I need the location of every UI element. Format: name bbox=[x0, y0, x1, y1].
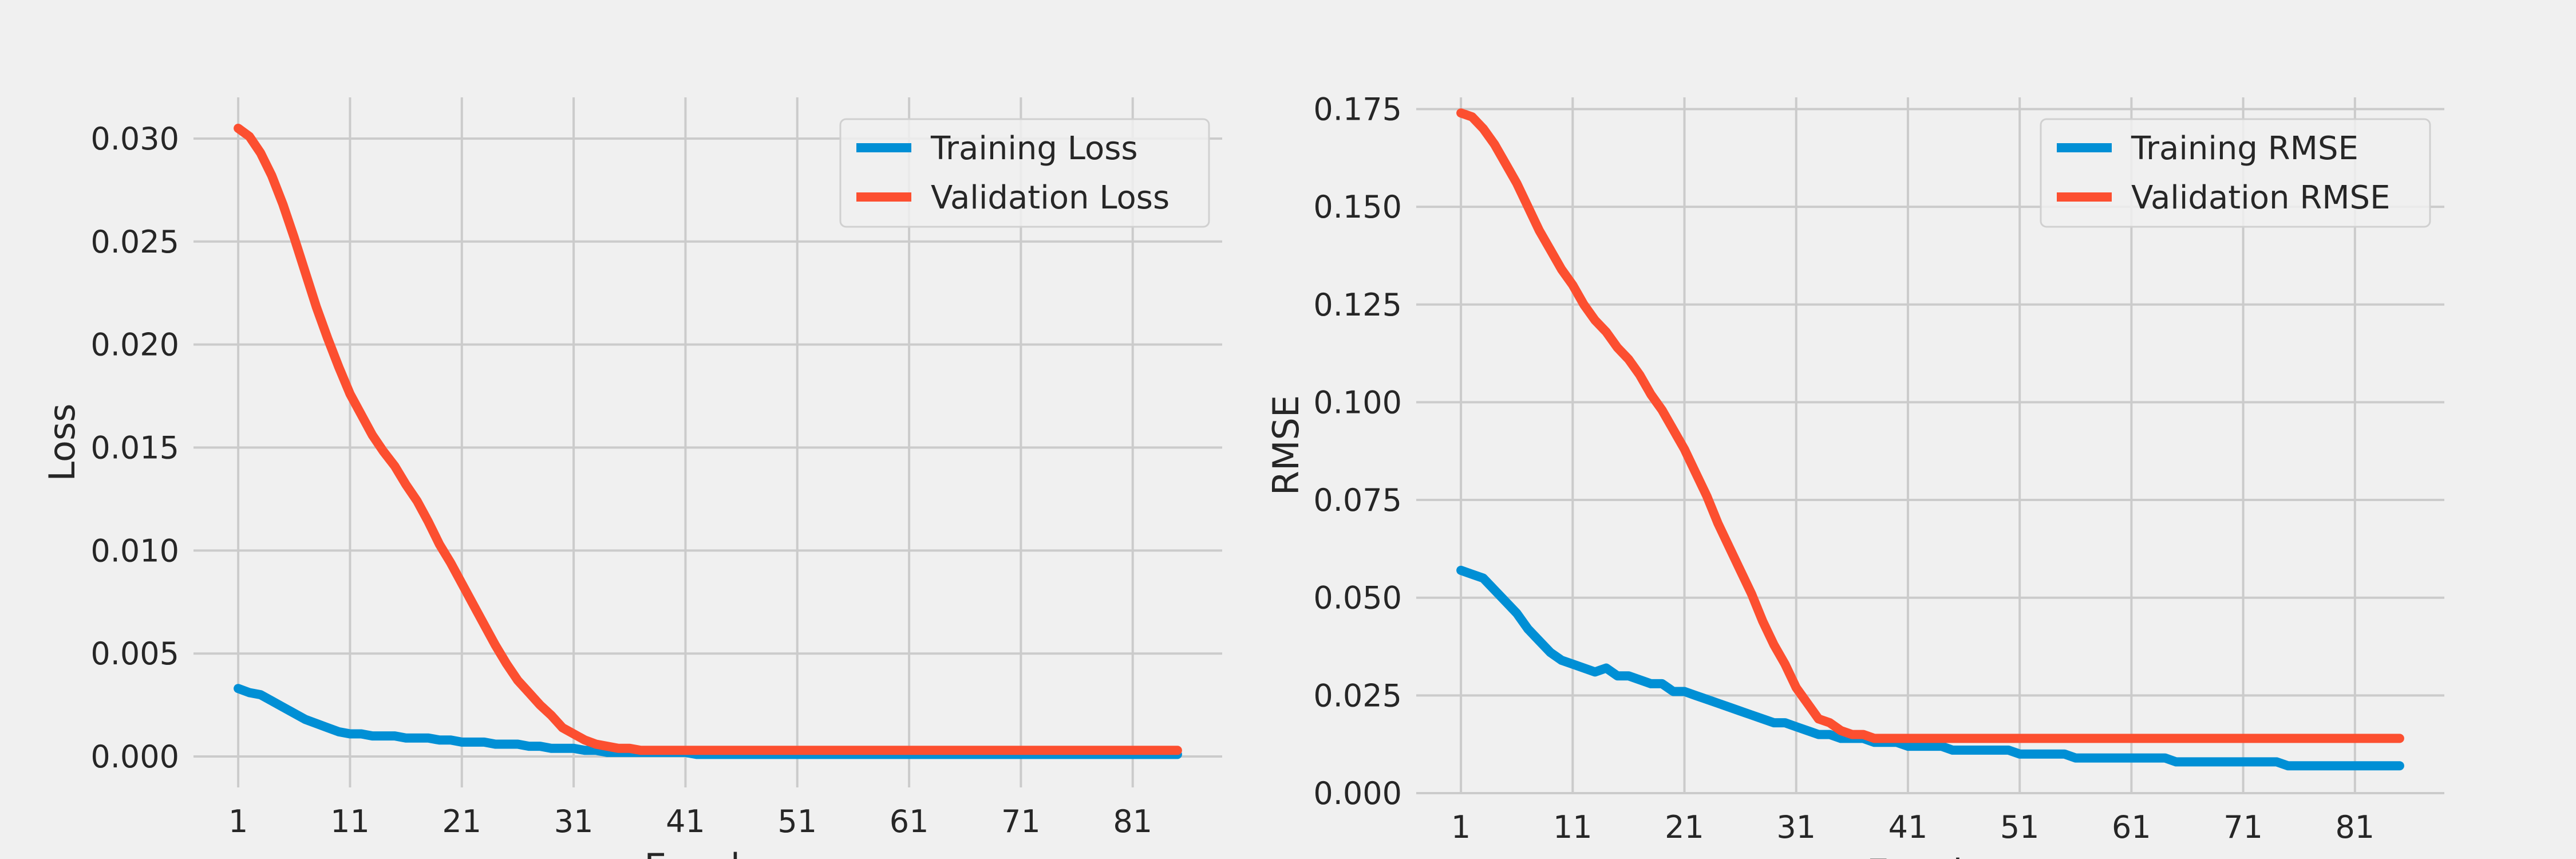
y-tick-label: 0.010 bbox=[90, 533, 179, 569]
y-tick-label: 0.125 bbox=[1313, 287, 1402, 323]
x-tick-label: 71 bbox=[2223, 809, 2263, 845]
legend: Training RMSE Validation RMSE bbox=[2040, 118, 2431, 228]
x-tick-label: 41 bbox=[1888, 809, 1928, 845]
y-tick-label: 0.175 bbox=[1313, 91, 1402, 127]
x-tick-label: 11 bbox=[1553, 809, 1593, 845]
y-tick-label: 0.075 bbox=[1313, 482, 1402, 518]
y-tick-label: 0.000 bbox=[1313, 775, 1402, 811]
x-tick-label: 61 bbox=[890, 803, 929, 840]
y-tick-label: 0.025 bbox=[90, 224, 179, 260]
x-tick-label: 21 bbox=[1665, 809, 1704, 845]
y-tick-label: 0.150 bbox=[1313, 189, 1402, 225]
y-tick-label: 0.015 bbox=[90, 430, 179, 466]
y-tick-label: 0.005 bbox=[90, 636, 179, 672]
legend-label: Training Loss bbox=[930, 130, 1138, 167]
x-tick-label: 61 bbox=[2112, 809, 2151, 845]
x-tick-label: 11 bbox=[330, 803, 370, 840]
y-tick-label: 0.030 bbox=[90, 121, 179, 157]
legend-frame bbox=[2040, 118, 2431, 228]
x-tick-label: 51 bbox=[2000, 809, 2040, 845]
legend-frame bbox=[839, 118, 1210, 228]
y-tick-label: 0.025 bbox=[1313, 677, 1402, 714]
y-tick-label: 0.020 bbox=[90, 327, 179, 363]
series-line-validation-rmse bbox=[1456, 108, 2404, 743]
loss-chart: 1 11 21 31 41 51 61 71 810.0000.0050.0100.0150.0… bbox=[41, 97, 1222, 859]
legend: Training Loss Validation Loss bbox=[839, 118, 1210, 228]
x-tick-label: 81 bbox=[1113, 803, 1152, 840]
x-tick-label: 1 bbox=[1451, 809, 1471, 845]
x-tick-label: 51 bbox=[777, 803, 817, 840]
x-axis-label: Epochs bbox=[1867, 852, 1994, 859]
rmse-chart: 1 11 21 31 41 51 61 71 810.0000.0250.0500.0750.1… bbox=[1265, 91, 2444, 859]
x-tick-label: 1 bbox=[228, 803, 248, 840]
legend-label: Validation Loss bbox=[931, 179, 1170, 216]
y-axis-label: RMSE bbox=[1265, 395, 1307, 495]
y-axis-label: Loss bbox=[41, 404, 83, 482]
legend-label: Validation RMSE bbox=[2131, 179, 2390, 216]
series-line-validation-loss bbox=[234, 124, 1182, 755]
x-tick-label: 81 bbox=[2335, 809, 2374, 845]
x-tick-label: 41 bbox=[666, 803, 705, 840]
legend-label: Training RMSE bbox=[2131, 130, 2358, 167]
y-tick-label: 0.000 bbox=[90, 739, 179, 775]
x-tick-label: 31 bbox=[1776, 809, 1816, 845]
x-tick-label: 21 bbox=[442, 803, 481, 840]
x-axis-label: Epochs bbox=[644, 846, 771, 859]
x-tick-label: 31 bbox=[554, 803, 594, 840]
x-tick-label: 71 bbox=[1001, 803, 1041, 840]
y-tick-label: 0.100 bbox=[1313, 384, 1402, 420]
series-line-training-rmse bbox=[1456, 565, 2404, 771]
series-line-training-loss bbox=[234, 684, 1182, 759]
y-tick-label: 0.050 bbox=[1313, 580, 1402, 616]
